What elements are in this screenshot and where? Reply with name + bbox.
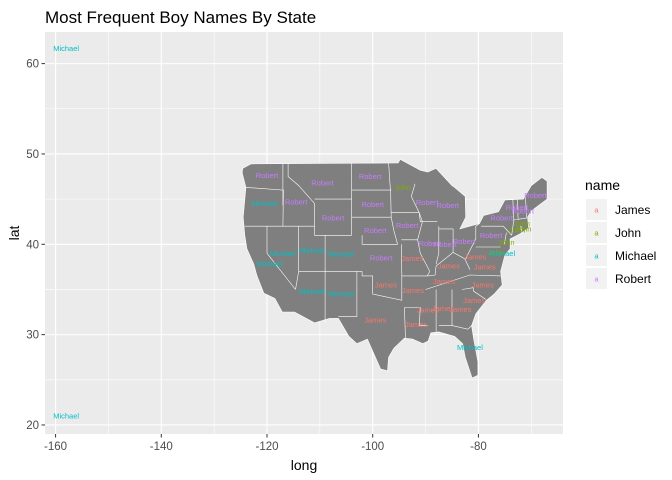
y-tick-label: 50: [26, 149, 39, 161]
legend-items: a James a John a Michael a Robert: [586, 199, 656, 289]
state-label: Michael: [299, 287, 325, 296]
x-tick-label: -80: [470, 441, 487, 453]
state-label: Michael: [328, 289, 354, 298]
state-label: John: [488, 248, 504, 257]
state-borders: [244, 162, 527, 339]
state-label: Michael: [53, 44, 79, 53]
state-label: James: [449, 305, 471, 314]
legend-key-glyph: a: [594, 275, 599, 284]
state-label: Michael: [257, 260, 283, 269]
state-label: Robert: [506, 203, 529, 212]
state-label: Robert: [490, 214, 513, 223]
state-label: James: [417, 306, 439, 315]
state-label: Robert: [361, 200, 384, 209]
state-label: Robert: [453, 237, 476, 246]
state-label: John: [514, 219, 530, 228]
legend-label: Robert: [615, 272, 652, 286]
legend-title: name: [585, 177, 620, 193]
state-label: Robert: [416, 198, 439, 207]
state-label: Robert: [370, 253, 393, 262]
x-axis: -160 -140 -120 -100 -80: [44, 434, 487, 453]
y-tick-label: 20: [26, 420, 39, 432]
state-label: Michael: [53, 411, 79, 420]
state-label: John: [395, 183, 411, 192]
us-map: [241, 158, 548, 379]
state-label: James: [474, 262, 496, 271]
chart-title: Most Frequent Boy Names By State: [45, 8, 316, 27]
state-label: James: [364, 316, 386, 325]
state-label: Robert: [311, 178, 334, 187]
y-tick-label: 40: [26, 239, 39, 251]
x-tick-label: -140: [150, 441, 173, 453]
legend-key: [586, 222, 607, 243]
state-label: James: [401, 254, 423, 263]
state-label: Robert: [322, 214, 345, 223]
legend-key-glyph: a: [594, 206, 599, 215]
legend-key: [586, 268, 607, 289]
x-tick-label: -160: [44, 441, 67, 453]
y-axis: 20 30 40 50 60: [26, 59, 45, 432]
state-label: James: [438, 261, 460, 270]
state-label: John: [498, 238, 514, 247]
legend-label: John: [615, 226, 641, 240]
state-label: Robert: [285, 197, 308, 206]
state-label: Michael: [270, 249, 296, 258]
state-label: Michael: [251, 199, 277, 208]
state-label: Michael: [457, 343, 483, 352]
state-label: Robert: [437, 201, 460, 210]
state-label: James: [432, 304, 454, 313]
state-label: Robert: [512, 206, 535, 215]
state-label: John: [515, 224, 531, 233]
legend-label: Michael: [615, 249, 656, 263]
state-label: Robert: [480, 231, 503, 240]
state-label: James: [463, 296, 485, 305]
state-label: James: [472, 280, 494, 289]
state-label: John: [509, 225, 525, 234]
state-label: James: [402, 286, 424, 295]
state-label: Michael: [489, 249, 515, 258]
state-label: James: [405, 320, 427, 329]
state-label: Robert: [256, 171, 279, 180]
legend-key: [586, 199, 607, 220]
legend-label: James: [615, 203, 650, 217]
legend-key: [586, 245, 607, 266]
y-tick-label: 60: [26, 59, 39, 71]
state-label: Michael: [328, 250, 354, 259]
state-label: Michael: [299, 246, 325, 255]
state-label: James: [464, 252, 486, 261]
state-label: James: [433, 277, 455, 286]
x-tick-label: -120: [255, 441, 278, 453]
state-label: Robert: [359, 172, 382, 181]
y-axis-title: lat: [6, 226, 22, 241]
state-label: Robert: [434, 240, 457, 249]
state-label: Robert: [524, 191, 547, 200]
x-tick-label: -100: [361, 441, 384, 453]
legend-key-glyph: a: [594, 252, 599, 261]
state-label: Robert: [396, 221, 419, 230]
y-tick-label: 30: [26, 330, 39, 342]
state-label: Robert: [419, 239, 442, 248]
legend-key-glyph: a: [594, 229, 599, 238]
state-name-labels: MichaelRobertMichaelMichaelRobertMichael…: [53, 44, 547, 421]
state-label: Robert: [364, 226, 387, 235]
x-axis-title: long: [291, 457, 317, 473]
legend: name a James a John a Michael a Robert: [585, 177, 656, 289]
us-outline: [241, 158, 548, 379]
state-label: James: [375, 280, 397, 289]
